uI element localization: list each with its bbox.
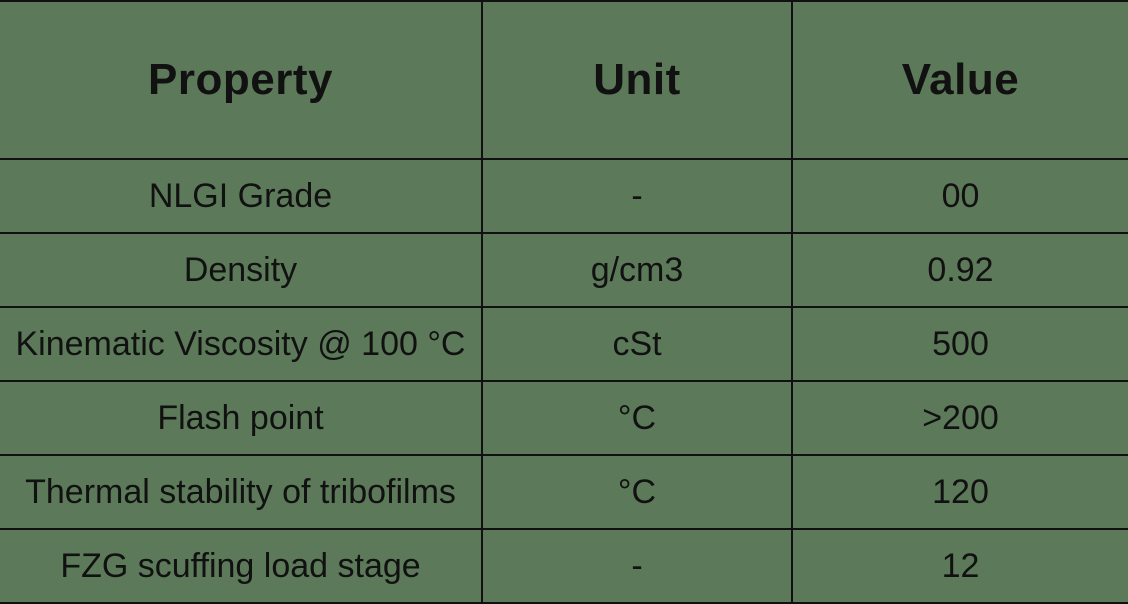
- table-header-row: Property Unit Value: [0, 1, 1128, 159]
- table-row: Flash point °C >200: [0, 381, 1128, 455]
- properties-table: Property Unit Value NLGI Grade - 00 Dens…: [0, 0, 1128, 604]
- col-header-property: Property: [0, 1, 482, 159]
- col-header-unit: Unit: [482, 1, 792, 159]
- table-container: Property Unit Value NLGI Grade - 00 Dens…: [0, 0, 1128, 589]
- cell-unit: g/cm3: [482, 233, 792, 307]
- cell-property: NLGI Grade: [0, 159, 482, 233]
- table-row: FZG scuffing load stage - 12: [0, 529, 1128, 603]
- cell-unit: °C: [482, 455, 792, 529]
- cell-property: Thermal stability of tribofilms: [0, 455, 482, 529]
- cell-value: 0.92: [792, 233, 1128, 307]
- cell-value: 12: [792, 529, 1128, 603]
- cell-value: 120: [792, 455, 1128, 529]
- cell-property: Kinematic Viscosity @ 100 °C: [0, 307, 482, 381]
- col-header-value: Value: [792, 1, 1128, 159]
- cell-property: Flash point: [0, 381, 482, 455]
- cell-unit: -: [482, 159, 792, 233]
- cell-value: >200: [792, 381, 1128, 455]
- cell-unit: cSt: [482, 307, 792, 381]
- cell-value: 00: [792, 159, 1128, 233]
- table-row: Density g/cm3 0.92: [0, 233, 1128, 307]
- cell-unit: °C: [482, 381, 792, 455]
- cell-property: FZG scuffing load stage: [0, 529, 482, 603]
- cell-unit: -: [482, 529, 792, 603]
- cell-property: Density: [0, 233, 482, 307]
- cell-value: 500: [792, 307, 1128, 381]
- table-row: NLGI Grade - 00: [0, 159, 1128, 233]
- table-row: Kinematic Viscosity @ 100 °C cSt 500: [0, 307, 1128, 381]
- table-row: Thermal stability of tribofilms °C 120: [0, 455, 1128, 529]
